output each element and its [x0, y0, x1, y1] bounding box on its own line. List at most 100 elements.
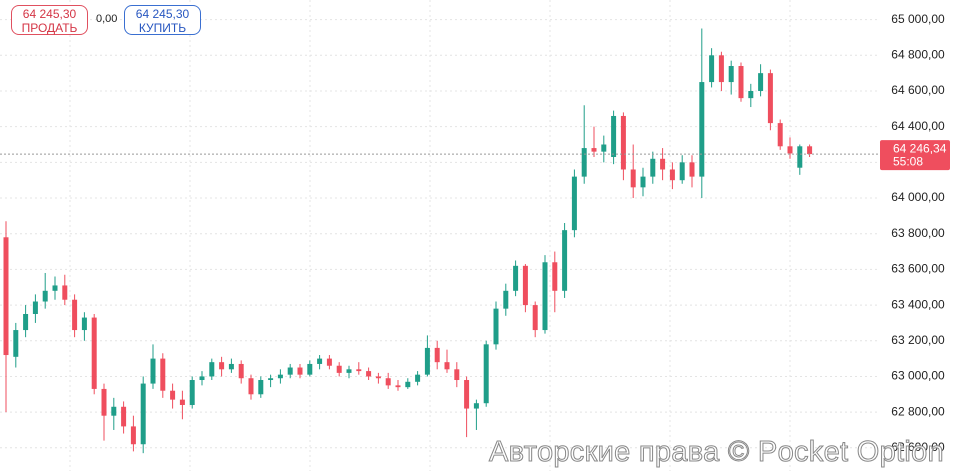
candle-body [611, 115, 617, 157]
vertical-grid [69, 0, 791, 471]
candle-body [640, 176, 646, 188]
candle-body [591, 148, 597, 152]
candle-body [709, 55, 715, 83]
candle-body [297, 367, 303, 375]
candle-body [366, 371, 372, 377]
candle-body [258, 380, 264, 395]
candle-body [277, 374, 283, 379]
candle-body [317, 358, 323, 364]
y-tick-label: 62 800,00 [891, 404, 945, 418]
candle-body [405, 381, 411, 388]
candle-body [767, 73, 773, 124]
candle-body [375, 376, 381, 379]
y-tick-label: 63 800,00 [891, 226, 945, 240]
candle-body [415, 374, 421, 382]
candle-body [228, 363, 234, 370]
sell-label: ПРОДАТЬ [21, 21, 78, 35]
y-tick-label: 62 600,00 [891, 440, 945, 454]
candle-body [101, 388, 107, 416]
candle-body [287, 367, 293, 375]
candle-body [738, 66, 744, 99]
watermark: Авторские права © Pocket Option [488, 436, 944, 469]
candle-body [268, 378, 274, 381]
candle-body [356, 369, 362, 372]
buy-price: 64 245,30 [135, 7, 190, 21]
y-tick-label: 64 800,00 [891, 47, 945, 61]
candle-body [660, 158, 666, 170]
y-tick-label: 63 600,00 [891, 262, 945, 276]
candle-body [513, 265, 519, 291]
candle-body [179, 399, 185, 405]
candle-body [601, 144, 607, 152]
candle-body [91, 317, 97, 389]
last-price-label: 64 246,34 [893, 141, 947, 155]
candle-body [395, 385, 401, 388]
candle-body [130, 426, 136, 445]
candle-body [748, 90, 754, 99]
candle-body [787, 146, 793, 154]
candle-body [650, 158, 656, 177]
candle-body [336, 365, 342, 373]
y-tick-label: 64 600,00 [891, 83, 945, 97]
candle-body [385, 378, 391, 386]
candle-body [699, 82, 705, 177]
candle-body [542, 262, 548, 331]
candle-body [121, 406, 127, 427]
candle-body [679, 162, 685, 181]
sell-button[interactable]: 64 245,30 ПРОДАТЬ [11, 5, 88, 35]
candle-body [238, 363, 244, 379]
candle-body [307, 363, 313, 375]
candle-body [23, 314, 29, 331]
candle-body [522, 265, 528, 306]
candle-body [718, 55, 724, 83]
buy-label: КУПИТЬ [138, 21, 187, 35]
candle-body [797, 146, 803, 168]
candle-body [209, 362, 215, 377]
candle-body [248, 378, 254, 395]
candle-body [140, 383, 146, 445]
candle-body [689, 162, 695, 177]
candle-body [493, 308, 499, 345]
candle-body [571, 176, 577, 231]
candle-body [72, 299, 78, 331]
y-tick-label: 63 200,00 [891, 333, 945, 347]
timer: 55:08 [893, 154, 923, 168]
candle-body [473, 403, 479, 409]
candle-body [728, 66, 734, 83]
last-price-box [880, 140, 950, 171]
candle-body [199, 376, 205, 381]
candle-body [326, 358, 332, 366]
candle-body [630, 169, 636, 188]
candle-body [42, 290, 48, 302]
y-tick-label: 64 000,00 [891, 190, 945, 204]
y-tick-label: 63 000,00 [891, 369, 945, 383]
candle-body [170, 390, 176, 400]
y-tick-label: 65 000,00 [891, 12, 945, 26]
candle-body [807, 146, 813, 155]
candle-body [81, 317, 87, 331]
candle-body [189, 380, 195, 405]
y-tick-label: 63 400,00 [891, 297, 945, 311]
candle-body [424, 347, 430, 375]
y-tick-label: 64 400,00 [891, 119, 945, 133]
candle-body [52, 285, 58, 291]
candle-body [581, 148, 587, 177]
candle-body [503, 290, 509, 309]
candle-body [13, 330, 19, 357]
candle-body [444, 362, 450, 370]
candle-body [160, 358, 166, 391]
candle-body [777, 123, 783, 147]
candle-body [483, 344, 489, 404]
candle-body [32, 301, 38, 314]
candle-body [62, 285, 68, 300]
candle-body [454, 369, 460, 381]
candle-body [434, 347, 440, 363]
candle-body [758, 73, 764, 91]
buy-button[interactable]: 64 245,30 КУПИТЬ [124, 5, 201, 35]
candle-body [532, 305, 538, 331]
candle-body [346, 369, 352, 373]
spread: 0,00 [96, 13, 118, 25]
